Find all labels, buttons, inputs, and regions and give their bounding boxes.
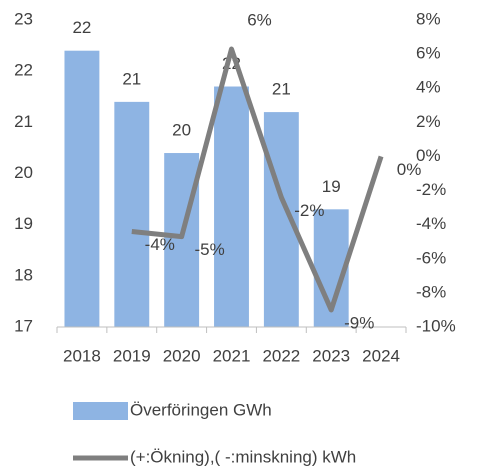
- y-tick-label: 19: [14, 214, 33, 233]
- x-tick-label: 2020: [163, 346, 201, 365]
- y2-tick-label: -6%: [416, 248, 446, 267]
- bar-label: 20: [172, 121, 191, 140]
- bar-label: 21: [122, 69, 141, 88]
- y2-tick-label: 4%: [416, 78, 441, 97]
- x-tick-label: 2023: [312, 346, 350, 365]
- y2-tick-label: 6%: [416, 44, 441, 63]
- x-tick-label: 2019: [113, 346, 151, 365]
- bar: [64, 50, 100, 327]
- y-tick-label: 22: [14, 61, 33, 80]
- y2-tick-label: 2%: [416, 112, 441, 131]
- y-tick-label: 18: [14, 265, 33, 284]
- x-tick-label: 2018: [63, 346, 101, 365]
- legend-label: Överföringen GWh: [130, 400, 272, 419]
- x-tick-label: 2024: [362, 346, 400, 365]
- line-label: -2%: [294, 201, 324, 220]
- y-tick-label: 17: [14, 316, 33, 335]
- bar: [114, 101, 150, 327]
- y2-tick-label: -4%: [416, 214, 446, 233]
- y-tick-label: 20: [14, 163, 33, 182]
- y2-tick-label: -10%: [416, 316, 456, 335]
- y2-tick-label: 0%: [416, 146, 441, 165]
- y2-tick-label: -2%: [416, 180, 446, 199]
- line-label: -9%: [344, 313, 374, 332]
- line: [131, 46, 384, 313]
- line-label: 6%: [247, 10, 272, 29]
- bar: [164, 153, 200, 327]
- bar: [214, 86, 249, 328]
- bar-label: 19: [322, 177, 341, 196]
- legend-label: (+:Ökning),( -:minskning) kWh: [130, 447, 356, 466]
- y2-tick-label: -8%: [416, 282, 446, 301]
- bar-label: 21: [272, 80, 291, 99]
- y-tick-label: 23: [14, 9, 33, 28]
- line-label: -4%: [145, 235, 175, 254]
- bar-label: 22: [72, 18, 91, 37]
- y-tick-label: 21: [14, 112, 33, 131]
- y2-tick-label: 8%: [416, 9, 441, 28]
- legend-swatch: [73, 402, 128, 420]
- line-label: -5%: [195, 240, 225, 259]
- x-tick-label: 2021: [213, 346, 251, 365]
- line-label: 0%: [397, 160, 422, 179]
- x-tick-label: 2022: [262, 346, 300, 365]
